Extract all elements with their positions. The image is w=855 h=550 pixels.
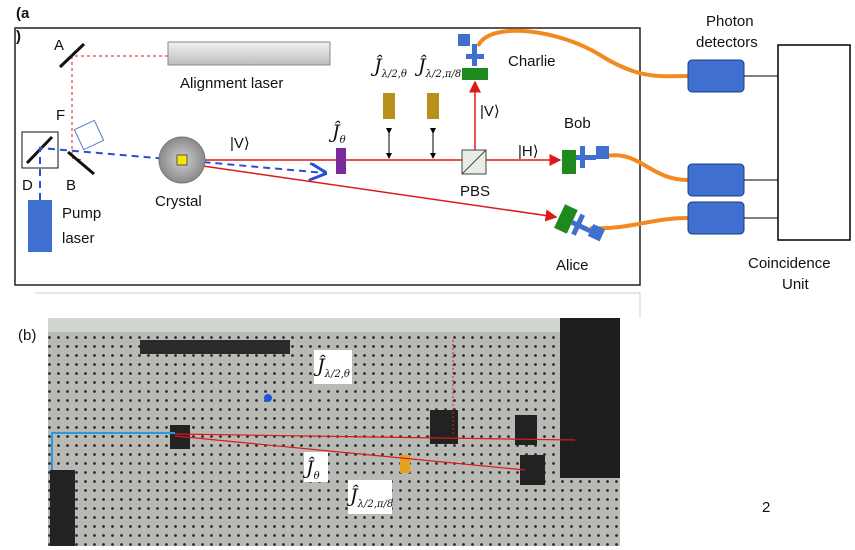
- photo-rail: [140, 340, 290, 354]
- beam: [182, 163, 556, 217]
- pump-label: Pump: [62, 205, 101, 222]
- state-label: |H⟩: [518, 143, 539, 160]
- pump-laser: [28, 200, 52, 252]
- alignment-beam: [72, 56, 168, 160]
- photo-edge: [48, 318, 620, 332]
- wave-plate: [383, 93, 395, 119]
- state-label: |V⟩: [480, 103, 500, 120]
- photo-object: [50, 470, 75, 546]
- wave-plate: [336, 148, 346, 174]
- photo-object: [430, 410, 458, 444]
- coincidence-label: Coincidence: [748, 255, 831, 272]
- mirror-label: F: [56, 107, 65, 124]
- detectors-label: detectors: [696, 34, 758, 51]
- coincidence-unit: [778, 45, 850, 240]
- alignment-laser: [168, 42, 330, 65]
- operator: Ĵθ: [328, 120, 346, 146]
- party-label: Charlie: [508, 53, 556, 70]
- photo-object: [560, 318, 620, 478]
- photon-detector: [688, 202, 744, 234]
- photon-detector: [688, 164, 744, 196]
- crystal-core: [177, 155, 187, 165]
- state-label: |V⟩: [230, 135, 250, 152]
- photo-object: [264, 394, 272, 402]
- party-label: Bob: [564, 115, 591, 132]
- pbs-label: PBS: [460, 183, 490, 200]
- flip-mirror: [74, 120, 103, 149]
- mirror: [68, 152, 94, 174]
- detector-coupler: [562, 150, 576, 174]
- figure: (a ) A Alignment laser F D B Pump laser …: [0, 0, 855, 550]
- fiber: [606, 155, 688, 180]
- page: (a ) A Alignment laser F D B Pump laser …: [0, 0, 855, 550]
- coincidence-label: Unit: [782, 276, 810, 293]
- party-label: Alice: [556, 257, 589, 274]
- panel-label: ): [16, 28, 21, 45]
- fiber-mount: [458, 34, 470, 46]
- operator: Ĵλ/2,θ: [370, 54, 407, 80]
- operator: Ĵλ/2,π/8: [414, 54, 461, 80]
- wave-plate: [427, 93, 439, 119]
- pump-label: laser: [62, 230, 95, 247]
- mirror-label: D: [22, 177, 33, 194]
- photo-object: [515, 415, 537, 445]
- alignment-laser-label: Alignment laser: [180, 75, 283, 92]
- mirror-label: B: [66, 177, 76, 194]
- photon-detector: [688, 60, 744, 92]
- detector-coupler: [462, 68, 488, 80]
- mirror-label: A: [54, 37, 64, 54]
- crystal-label: Crystal: [155, 193, 202, 210]
- panel-label: (b): [18, 327, 36, 344]
- panel-label: (a: [16, 5, 30, 22]
- page-number: 2: [762, 499, 770, 516]
- fiber: [590, 218, 688, 228]
- fiber-mount: [472, 44, 477, 66]
- fiber-mount: [596, 146, 609, 159]
- detectors-label: Photon: [706, 13, 754, 30]
- fiber-mount: [576, 155, 596, 160]
